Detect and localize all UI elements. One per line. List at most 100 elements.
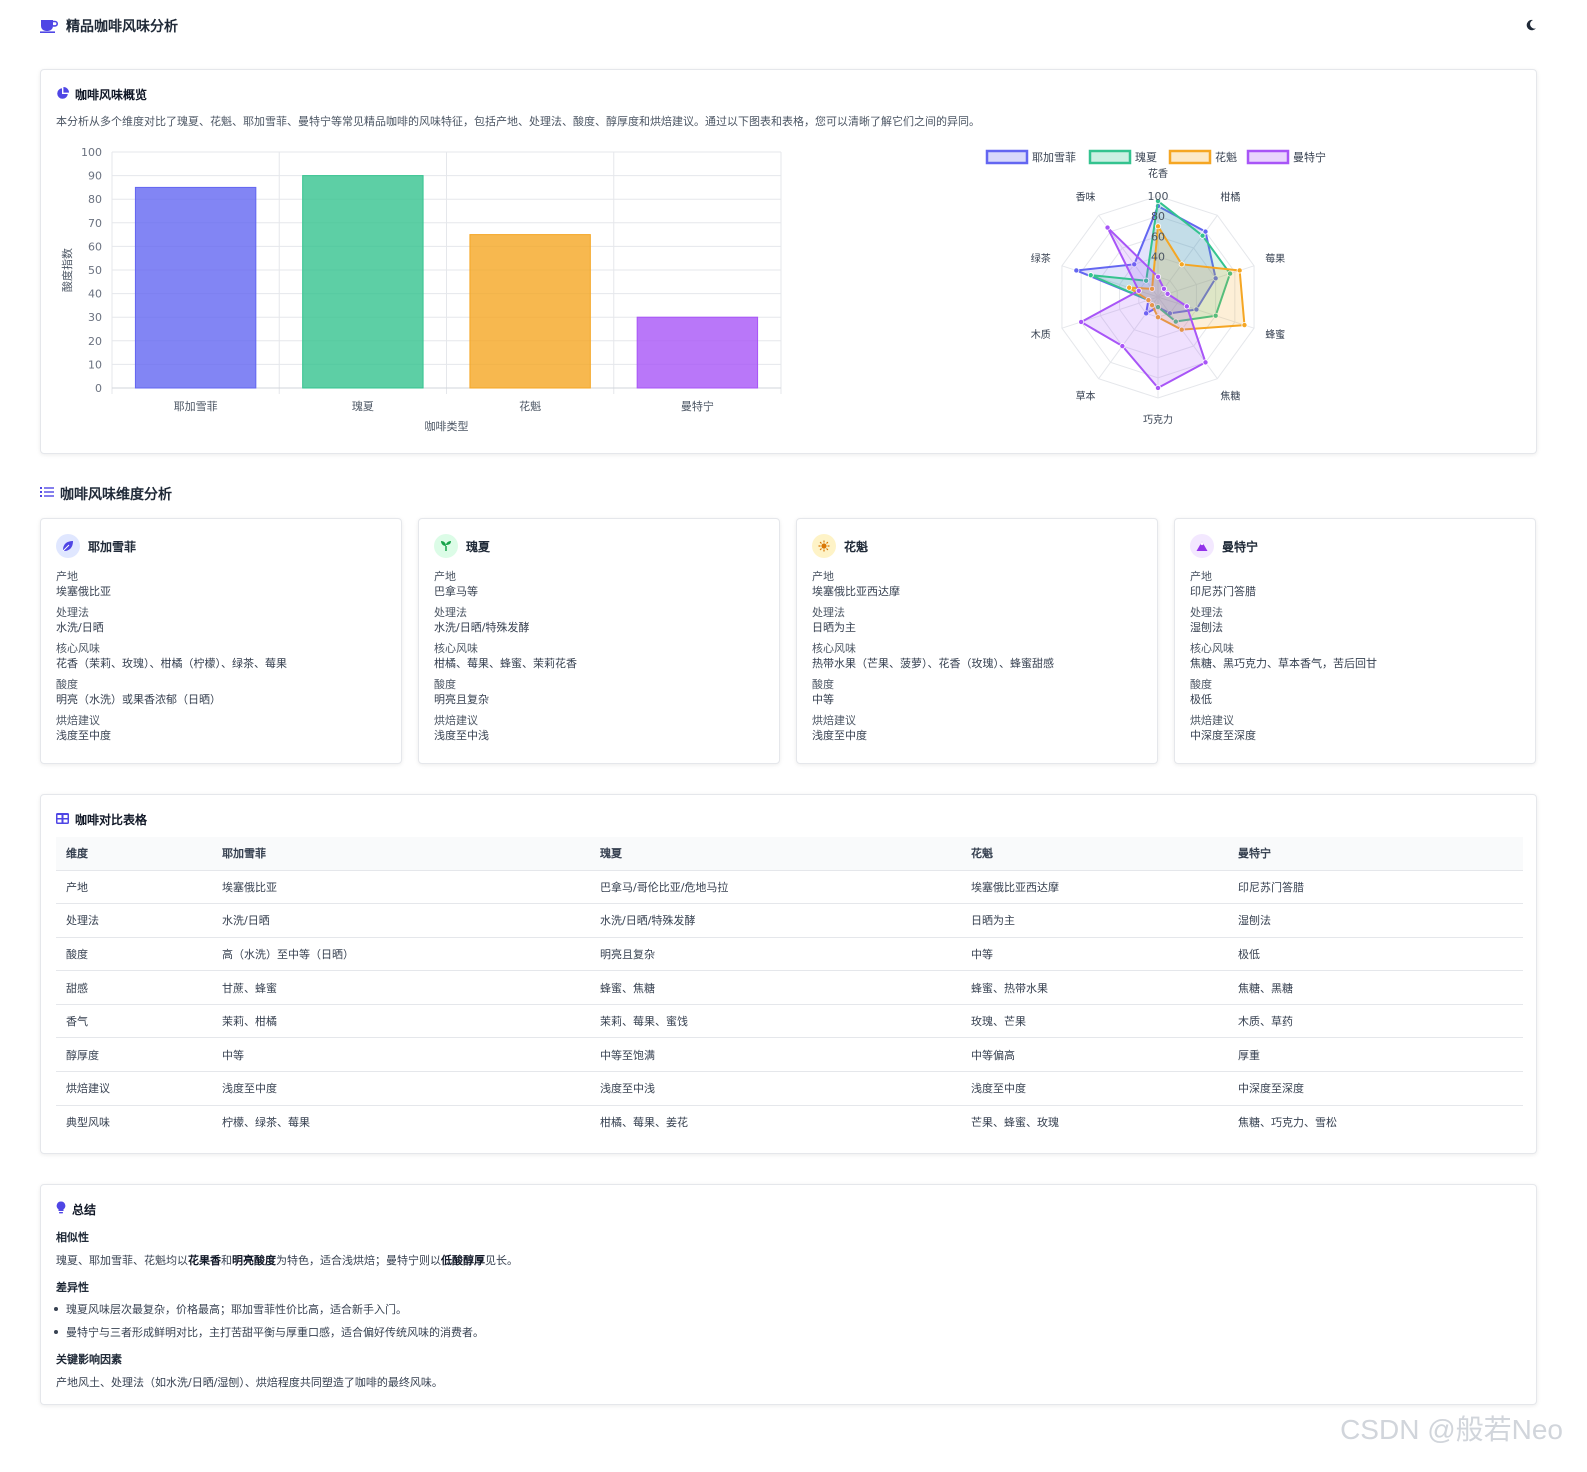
radar-tick-label: 40 [1151, 251, 1165, 264]
acidity-value: 极低 [1190, 693, 1212, 706]
table-cell: 焦糖、巧克力、雪松 [1238, 1116, 1337, 1130]
radar-axis-label: 香味 [1076, 191, 1096, 203]
radar-point [1178, 261, 1185, 268]
table-row: 醇厚度 中等 中等至饱满 中等偏高 厚重 [56, 1037, 1523, 1073]
flavor-label: 核心风味 [56, 642, 100, 655]
table-cell: 浅度至中度 [961, 1071, 1228, 1106]
radar-axis-label: 草本 [1076, 390, 1096, 403]
table-cell: 烘焙建议 [56, 1071, 212, 1106]
radar-point [1202, 359, 1209, 366]
radar-point [1193, 306, 1200, 313]
table-header-cell: 曼特宁 [1228, 837, 1523, 871]
watermark: CSDN @般若Neo [1340, 1414, 1563, 1445]
radar-point [1149, 285, 1156, 292]
radar-point [1160, 285, 1167, 292]
lightbulb-icon [56, 1201, 66, 1218]
table-cell: 焦糖、黑糖 [1228, 970, 1523, 1005]
table-cell: 芒果、蜂蜜、玫瑰 [971, 1116, 1059, 1130]
dark-mode-toggle[interactable] [1521, 16, 1541, 36]
bar-3 [469, 234, 591, 389]
comparison-table: 维度 耶加雪菲 瑰夏 花魁 曼特宁 产地 埃塞俄比亚 巴拿马/哥伦比亚/危地马拉 埃塞… [56, 837, 1523, 1139]
roast-label: 烘焙建议 [434, 714, 478, 727]
legend-swatch [985, 149, 1029, 165]
radar-point [1155, 223, 1162, 230]
y-tick-label: 40 [88, 288, 102, 301]
table-cell: 浅度至中浅 [590, 1071, 961, 1106]
radar-axis-label: 木质 [1031, 329, 1051, 341]
radar-point [1155, 304, 1162, 311]
seedling-icon [434, 534, 458, 558]
table-cell: 中等 [961, 937, 1228, 972]
acidity-value: 中等 [812, 693, 834, 706]
app-title: 精品咖啡风味分析 [40, 16, 178, 36]
table-header-row: 维度 耶加雪菲 瑰夏 花魁 曼特宁 [56, 837, 1523, 871]
y-tick-label: 10 [88, 358, 102, 371]
acidity-label: 酸度 [1190, 678, 1212, 691]
y-tick-label: 80 [88, 193, 102, 206]
table-cell: 中等至饱满 [590, 1037, 961, 1073]
flavor-card-huakui: 花魁 产地 埃塞俄比亚西达摩 处理法 日晒为主 核心风味 热带水果（芒果、菠萝）、花香… [796, 518, 1158, 764]
table-row: 产地 埃塞俄比亚 巴拿马/哥伦比亚/危地马拉 埃塞俄比亚西达摩 印尼苏门答腊 [56, 870, 1523, 905]
radar-point [1155, 314, 1162, 321]
table-cell: 木质、草药 [1228, 1004, 1523, 1039]
radar-point [1087, 272, 1094, 279]
legend-label: 曼特宁 [1293, 150, 1326, 164]
legend-swatch [1246, 149, 1290, 165]
table-cell: 埃塞俄比亚 [212, 870, 590, 905]
table-row: 甜感 甘蔗、蜂蜜 蜂蜜、焦糖 蜂蜜、热带水果 焦糖、黑糖 [56, 970, 1523, 1005]
table-cell: 柑橘、莓果、姜花 [600, 1116, 688, 1130]
table-cell: 醇厚度 [56, 1037, 212, 1073]
table-cell: 玫瑰、芒果 [961, 1004, 1228, 1039]
origin-label: 产地 [812, 570, 834, 583]
process-value: 日晒为主 [812, 621, 856, 634]
table-cell: 明亮且复杂 [590, 937, 961, 972]
table-cell: 蜂蜜、焦糖 [590, 970, 961, 1005]
legend-label: 耶加雪菲 [1032, 151, 1076, 164]
legend-label: 花魁 [1215, 150, 1237, 164]
radar-point [1135, 287, 1142, 294]
y-axis-title: 酸度指数 [60, 248, 74, 292]
flavor-value: 焦糖、黑巧克力、草本香气，苦后回甘 [1190, 657, 1377, 670]
mountain-icon [1190, 534, 1214, 558]
radar-point [1073, 267, 1080, 274]
table-cell: 中深度至深度 [1228, 1071, 1523, 1106]
list-item: 曼特宁与三者形成鲜明对比，主打苦甜平衡与厚重口感，适合偏好传统风味的消费者。 [54, 1324, 484, 1340]
radar-point [1164, 290, 1171, 297]
table-header-cell: 耶加雪菲 [212, 837, 590, 871]
table-cell: 埃塞俄比亚西达摩 [961, 870, 1228, 905]
difference-heading: 差异性 [56, 1281, 89, 1294]
overview-card: 咖啡风味概览 本分析从多个维度对比了瑰夏、花魁、耶加雪菲、曼特宁等常见精品咖啡的… [40, 69, 1537, 454]
table-cell: 典型风味 [66, 1116, 110, 1130]
radar-point [1145, 297, 1152, 304]
flavor-card-yirgacheffe: 耶加雪菲 产地 埃塞俄比亚 处理法 水洗/日晒 核心风味 花香（茉莉、玫瑰）、柑橘（柠… [40, 518, 402, 764]
radar-point [1155, 273, 1162, 280]
radar-point [1143, 277, 1150, 284]
acidity-label: 酸度 [434, 678, 456, 691]
flavor-value: 花香（茉莉、玫瑰）、柑橘（柠檬）、绿茶、莓果 [56, 657, 287, 670]
radar-point [1078, 318, 1085, 325]
table-cell: 中等偏高 [961, 1037, 1228, 1073]
bar-4 [636, 316, 759, 389]
y-tick-label: 0 [95, 382, 102, 395]
radar-tick-label: 60 [1151, 230, 1165, 243]
process-label: 处理法 [434, 606, 467, 619]
process-label: 处理法 [812, 606, 845, 619]
table-row: 香气 茉莉、柑橘 茉莉、莓果、蜜饯 玫瑰、芒果 木质、草药 [56, 1004, 1523, 1039]
table-cell: 柠檬、绿茶、莓果 [222, 1116, 310, 1130]
flavor-card-header: 花魁 [812, 534, 868, 558]
overview-description: 本分析从多个维度对比了瑰夏、花魁、耶加雪菲、曼特宁等常见精品咖啡的风味特征，包括… [56, 115, 980, 128]
radar-point [1172, 318, 1179, 325]
summary-card: 总结 相似性 瑰夏、耶加雪菲、花魁均以花果香和明亮酸度为特色，适合浅烘焙；曼特宁… [40, 1184, 1537, 1405]
table-cell: 厚重 [1228, 1037, 1523, 1073]
radar-spoke [1157, 296, 1218, 380]
table-cell: 甜感 [56, 970, 212, 1005]
key-factors-text: 产地风土、处理法（如水洗/日晒/湿刨）、烘焙程度共同塑造了咖啡的最终风味。 [56, 1376, 443, 1389]
table-cell: 茉莉、柑橘 [212, 1004, 590, 1039]
comparison-title: 咖啡对比表格 [56, 811, 147, 828]
flavor-label: 核心风味 [434, 642, 478, 655]
origin-value: 埃塞俄比亚西达摩 [812, 585, 900, 598]
origin-label: 产地 [56, 570, 78, 583]
radar-axis-label: 花香 [1148, 167, 1168, 180]
radar-point [1155, 384, 1162, 391]
table-row: 典型风味 柠檬、绿茶、莓果 柑橘、莓果、姜花 芒果、蜂蜜、玫瑰 焦糖、巧克力、雪松 [56, 1105, 1523, 1139]
